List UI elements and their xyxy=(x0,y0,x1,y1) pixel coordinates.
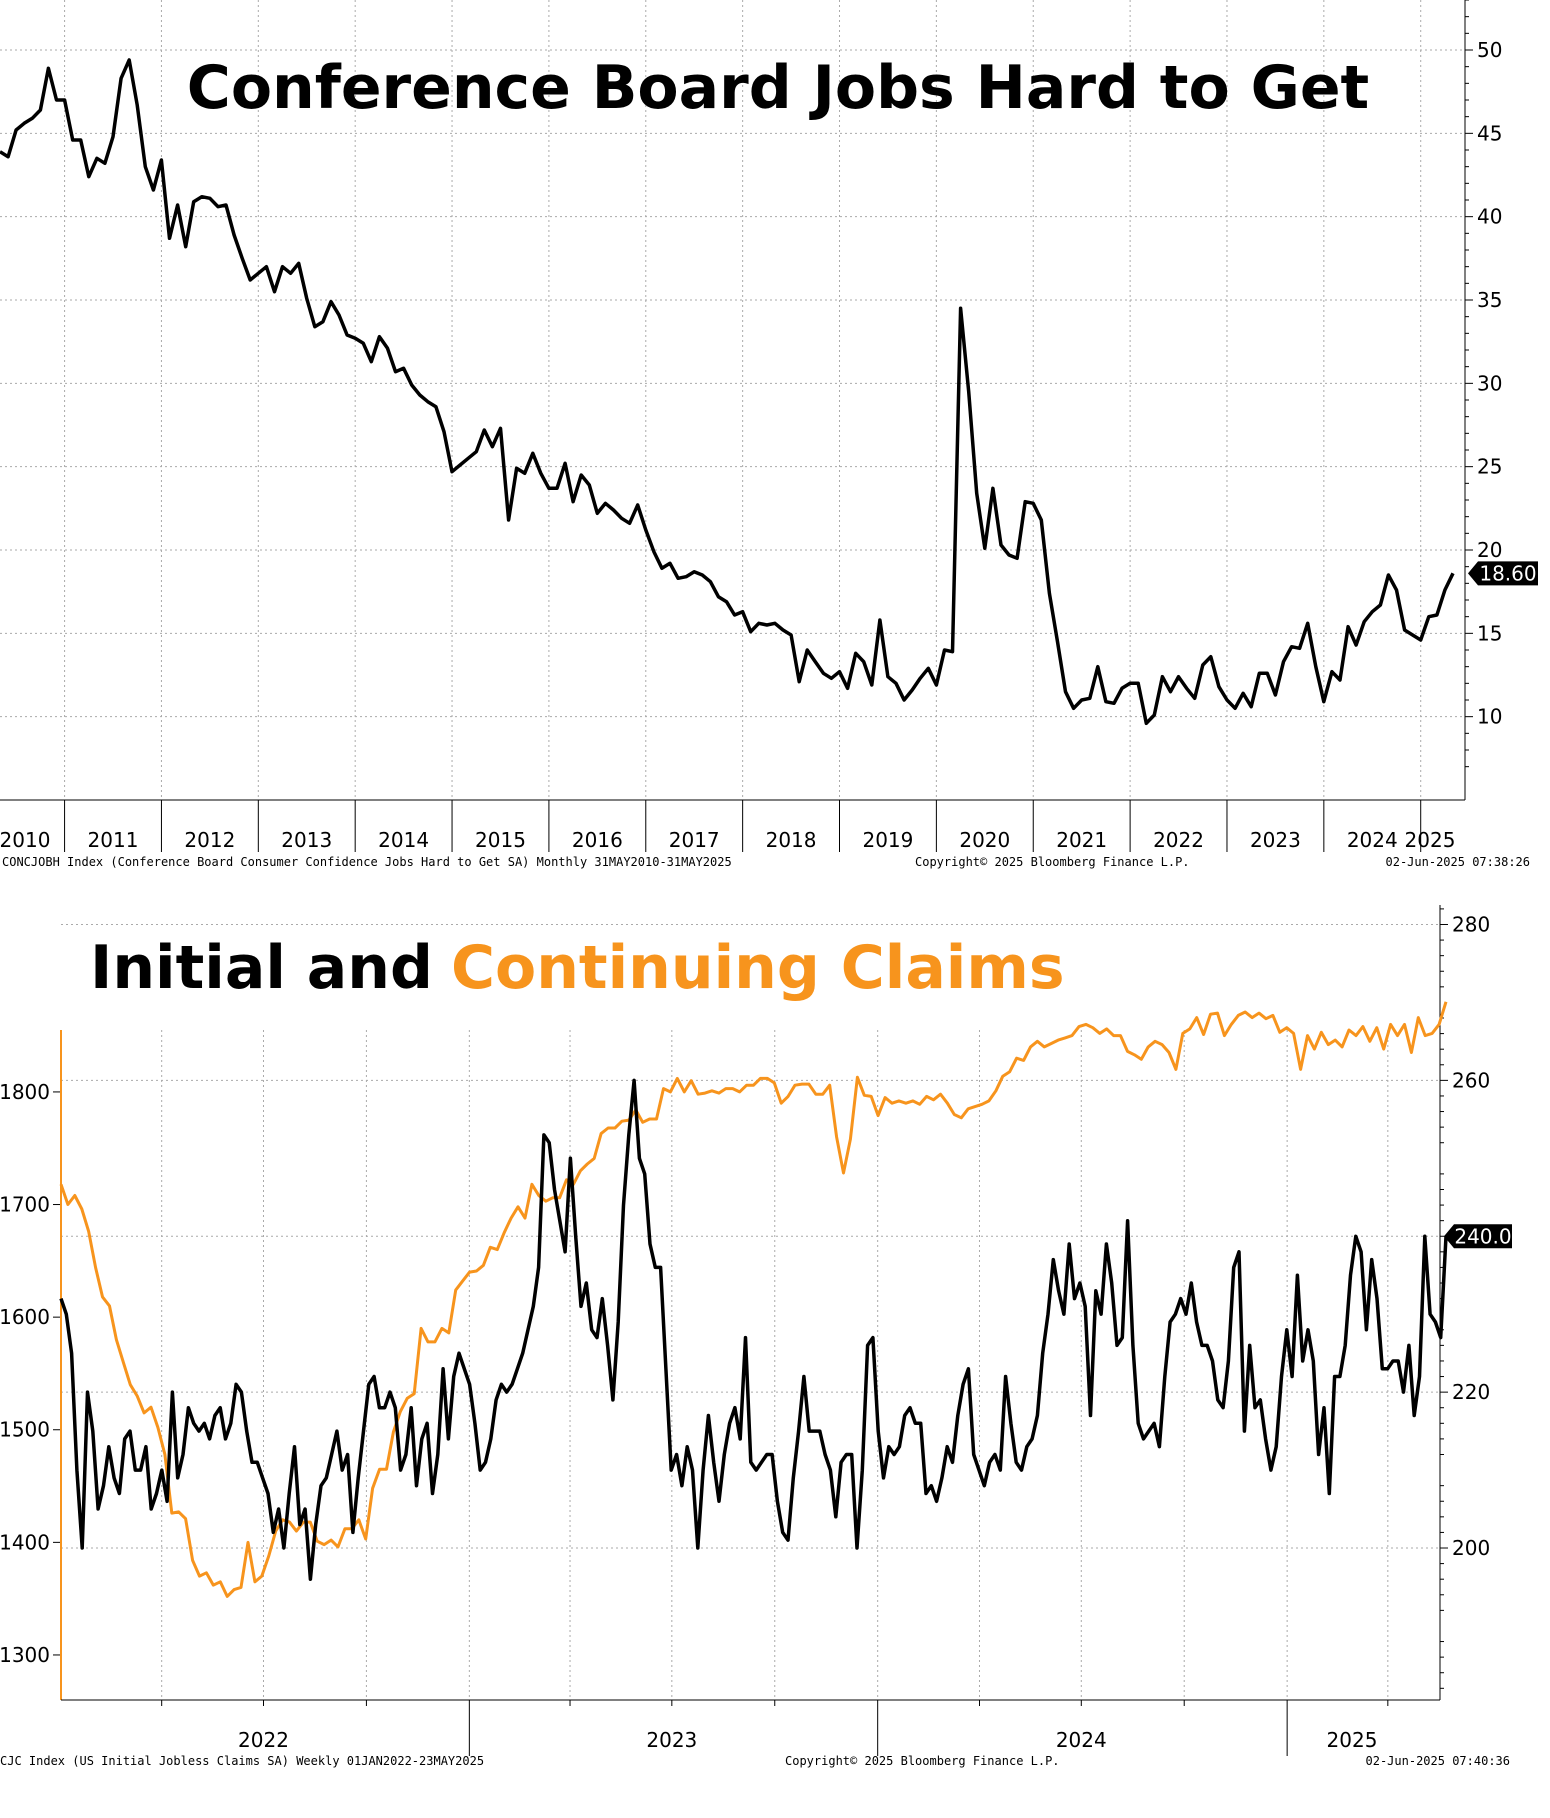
chart1-y-tick-label: 45 xyxy=(1477,121,1502,145)
chart1-last-value-badge: 18.60 xyxy=(1468,561,1538,586)
chart1-x-tick-label: 2023 xyxy=(1250,828,1301,852)
chart1-y-tick-label: 30 xyxy=(1477,371,1502,395)
chart2-right-y-tick-label: 260 xyxy=(1452,1068,1490,1092)
chart1-y-tick-label: 35 xyxy=(1477,288,1502,312)
chart1-y-tick-label: 40 xyxy=(1477,205,1502,229)
chart1-badge-text: 18.60 xyxy=(1479,561,1536,585)
chart1-badge-shape xyxy=(1468,561,1538,586)
chart2-title-part2: Continuing Claims xyxy=(451,933,1065,1003)
chart2-left-y-tick-label: 1700 xyxy=(0,1193,50,1217)
chart2-left-y-tick-labels: 1300 1400 1500 1600 1700 1800 xyxy=(0,1080,50,1667)
chart2-last-value-badge: 240.0 xyxy=(1444,1224,1512,1249)
chart1-x-tick-label: 2016 xyxy=(572,828,623,852)
chart2-title: Initial and Continuing Claims xyxy=(90,933,1065,1003)
chart2-continuing-claims-line xyxy=(59,1001,1448,1598)
chart1-gridlines xyxy=(0,0,1465,800)
chart2-badge-text: 240.0 xyxy=(1454,1224,1511,1248)
chart2-footer-timestamp: 02-Jun-2025 07:40:36 xyxy=(1366,1754,1511,1768)
chart2-title-part1: Initial and xyxy=(90,933,433,1003)
chart1-x-tick-label: 2025 xyxy=(1405,828,1456,852)
chart2-right-y-tick-label: 200 xyxy=(1452,1536,1490,1560)
chart1-x-tick-label: 2015 xyxy=(475,828,526,852)
chart1-axes xyxy=(0,0,1473,852)
chart1-y-tick-label: 50 xyxy=(1477,38,1502,62)
chart2-left-y-tick-label: 1300 xyxy=(0,1643,50,1667)
chart2-x-tick-label: 2022 xyxy=(238,1728,289,1752)
chart1-footer-timestamp: 02-Jun-2025 07:38:26 xyxy=(1386,855,1531,869)
chart1-footer-copyright: Copyright© 2025 Bloomberg Finance L.P. xyxy=(915,855,1190,869)
chart1-x-tick-label: 2020 xyxy=(959,828,1010,852)
chart1-x-tick-label: 2018 xyxy=(766,828,817,852)
chart1-y-tick-label: 10 xyxy=(1477,705,1502,729)
chart1-x-tick-label: 2011 xyxy=(88,828,139,852)
chart2-badge-shape xyxy=(1444,1224,1512,1249)
chart2-x-tick-label: 2023 xyxy=(646,1728,697,1752)
chart1-y-tick-label: 20 xyxy=(1477,538,1502,562)
chart1-y-tick-labels: 10 15 20 25 30 35 40 45 50 xyxy=(1477,38,1502,729)
chart2-right-y-tick-label: 280 xyxy=(1452,912,1490,936)
chart1-x-tick-label: 2022 xyxy=(1153,828,1204,852)
chart1-x-tick-label: 2017 xyxy=(669,828,720,852)
chart1-title: Conference Board Jobs Hard to Get xyxy=(187,53,1369,123)
chart2-footer-source: CJC Index (US Initial Jobless Claims SA)… xyxy=(0,1754,484,1768)
chart1-footer-source: CONCJOBH Index (Conference Board Consume… xyxy=(2,855,732,869)
chart1-x-tick-label: 2019 xyxy=(862,828,913,852)
chart2-right-y-tick-label: 220 xyxy=(1452,1380,1490,1404)
chart1-x-tick-label: 2021 xyxy=(1056,828,1107,852)
chart2-left-y-tick-label: 1400 xyxy=(0,1530,50,1554)
chart2-x-tick-label: 2024 xyxy=(1056,1728,1107,1752)
chart2-gridlines xyxy=(61,923,1440,1700)
chart1-x-tick-label: 2024 xyxy=(1347,828,1398,852)
chart2-series xyxy=(59,1001,1448,1598)
chart1-y-tick-label: 15 xyxy=(1477,621,1502,645)
chart2-x-tick-labels: 2022 2023 2024 2025 xyxy=(238,1728,1377,1752)
chart2-left-y-tick-label: 1500 xyxy=(0,1418,50,1442)
chart1-x-tick-label: 2012 xyxy=(184,828,235,852)
chart2-x-tick-label: 2025 xyxy=(1327,1728,1378,1752)
chart1-series-line xyxy=(0,58,1455,726)
chart1-x-tick-labels: 2010 2011 2012 2013 2014 2015 2016 2017 2018 2019… xyxy=(0,828,1455,852)
chart2-left-y-tick-label: 1600 xyxy=(0,1305,50,1329)
chart2-initial-claims-line xyxy=(59,1078,1448,1581)
chart2-left-y-tick-label: 1800 xyxy=(0,1080,50,1104)
chart1-x-tick-label: 2010 xyxy=(0,828,50,852)
chart1-y-tick-label: 25 xyxy=(1477,455,1502,479)
chart2-footer-copyright: Copyright© 2025 Bloomberg Finance L.P. xyxy=(785,1754,1060,1768)
chart1-x-tick-label: 2014 xyxy=(378,828,429,852)
chart1-x-tick-label: 2013 xyxy=(281,828,332,852)
chart1-series xyxy=(0,58,1455,726)
chart2-axes xyxy=(53,905,1448,1756)
